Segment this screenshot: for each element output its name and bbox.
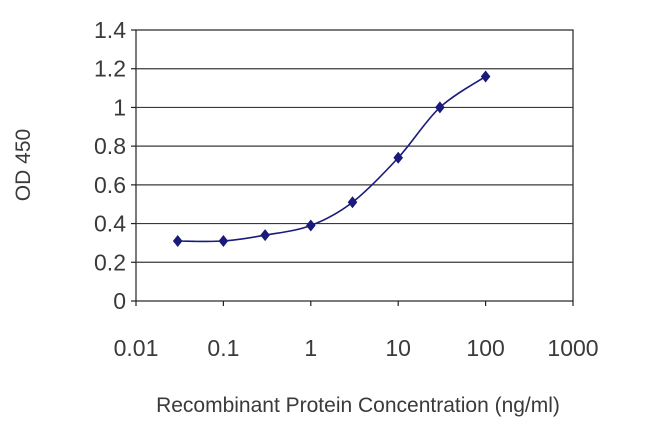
data-point [393, 151, 403, 164]
y-tick-label: 0.6 [94, 172, 126, 198]
x-tick-label: 100 [466, 335, 504, 361]
axis-ticks: 0 0.2 0.4 0.6 0.8 1 1.2 1.4 0.01 0.1 1 10 100 1000 [94, 17, 599, 361]
data-point [260, 229, 270, 242]
data-point [218, 234, 229, 247]
data-point [347, 196, 358, 209]
x-tick-label: 0.1 [207, 335, 239, 361]
x-tick-label: 0.01 [114, 335, 159, 361]
data-point [172, 234, 183, 247]
y-tick-label: 0 [113, 288, 126, 314]
x-axis-title: Recombinant Protein Concentration (ng/ml… [156, 394, 560, 417]
x-tick-label: 10 [385, 335, 411, 361]
data-series [172, 70, 491, 247]
y-tick-label: 0.2 [94, 249, 126, 275]
y-tick-label: 1.2 [94, 56, 126, 82]
x-tick-label: 1 [304, 335, 317, 361]
data-point [435, 101, 445, 114]
y-tick-label: 1.4 [94, 17, 126, 43]
data-point [306, 219, 316, 232]
y-axis-title: OD 450 [12, 129, 35, 201]
y-tick-label: 0.4 [94, 211, 126, 237]
gridlines [136, 68, 573, 263]
y-tick-label: 0.8 [94, 133, 126, 159]
y-tick-label: 1 [113, 94, 126, 120]
x-tick-label: 1000 [547, 335, 598, 361]
data-point [480, 70, 491, 83]
plot-area [135, 29, 574, 302]
